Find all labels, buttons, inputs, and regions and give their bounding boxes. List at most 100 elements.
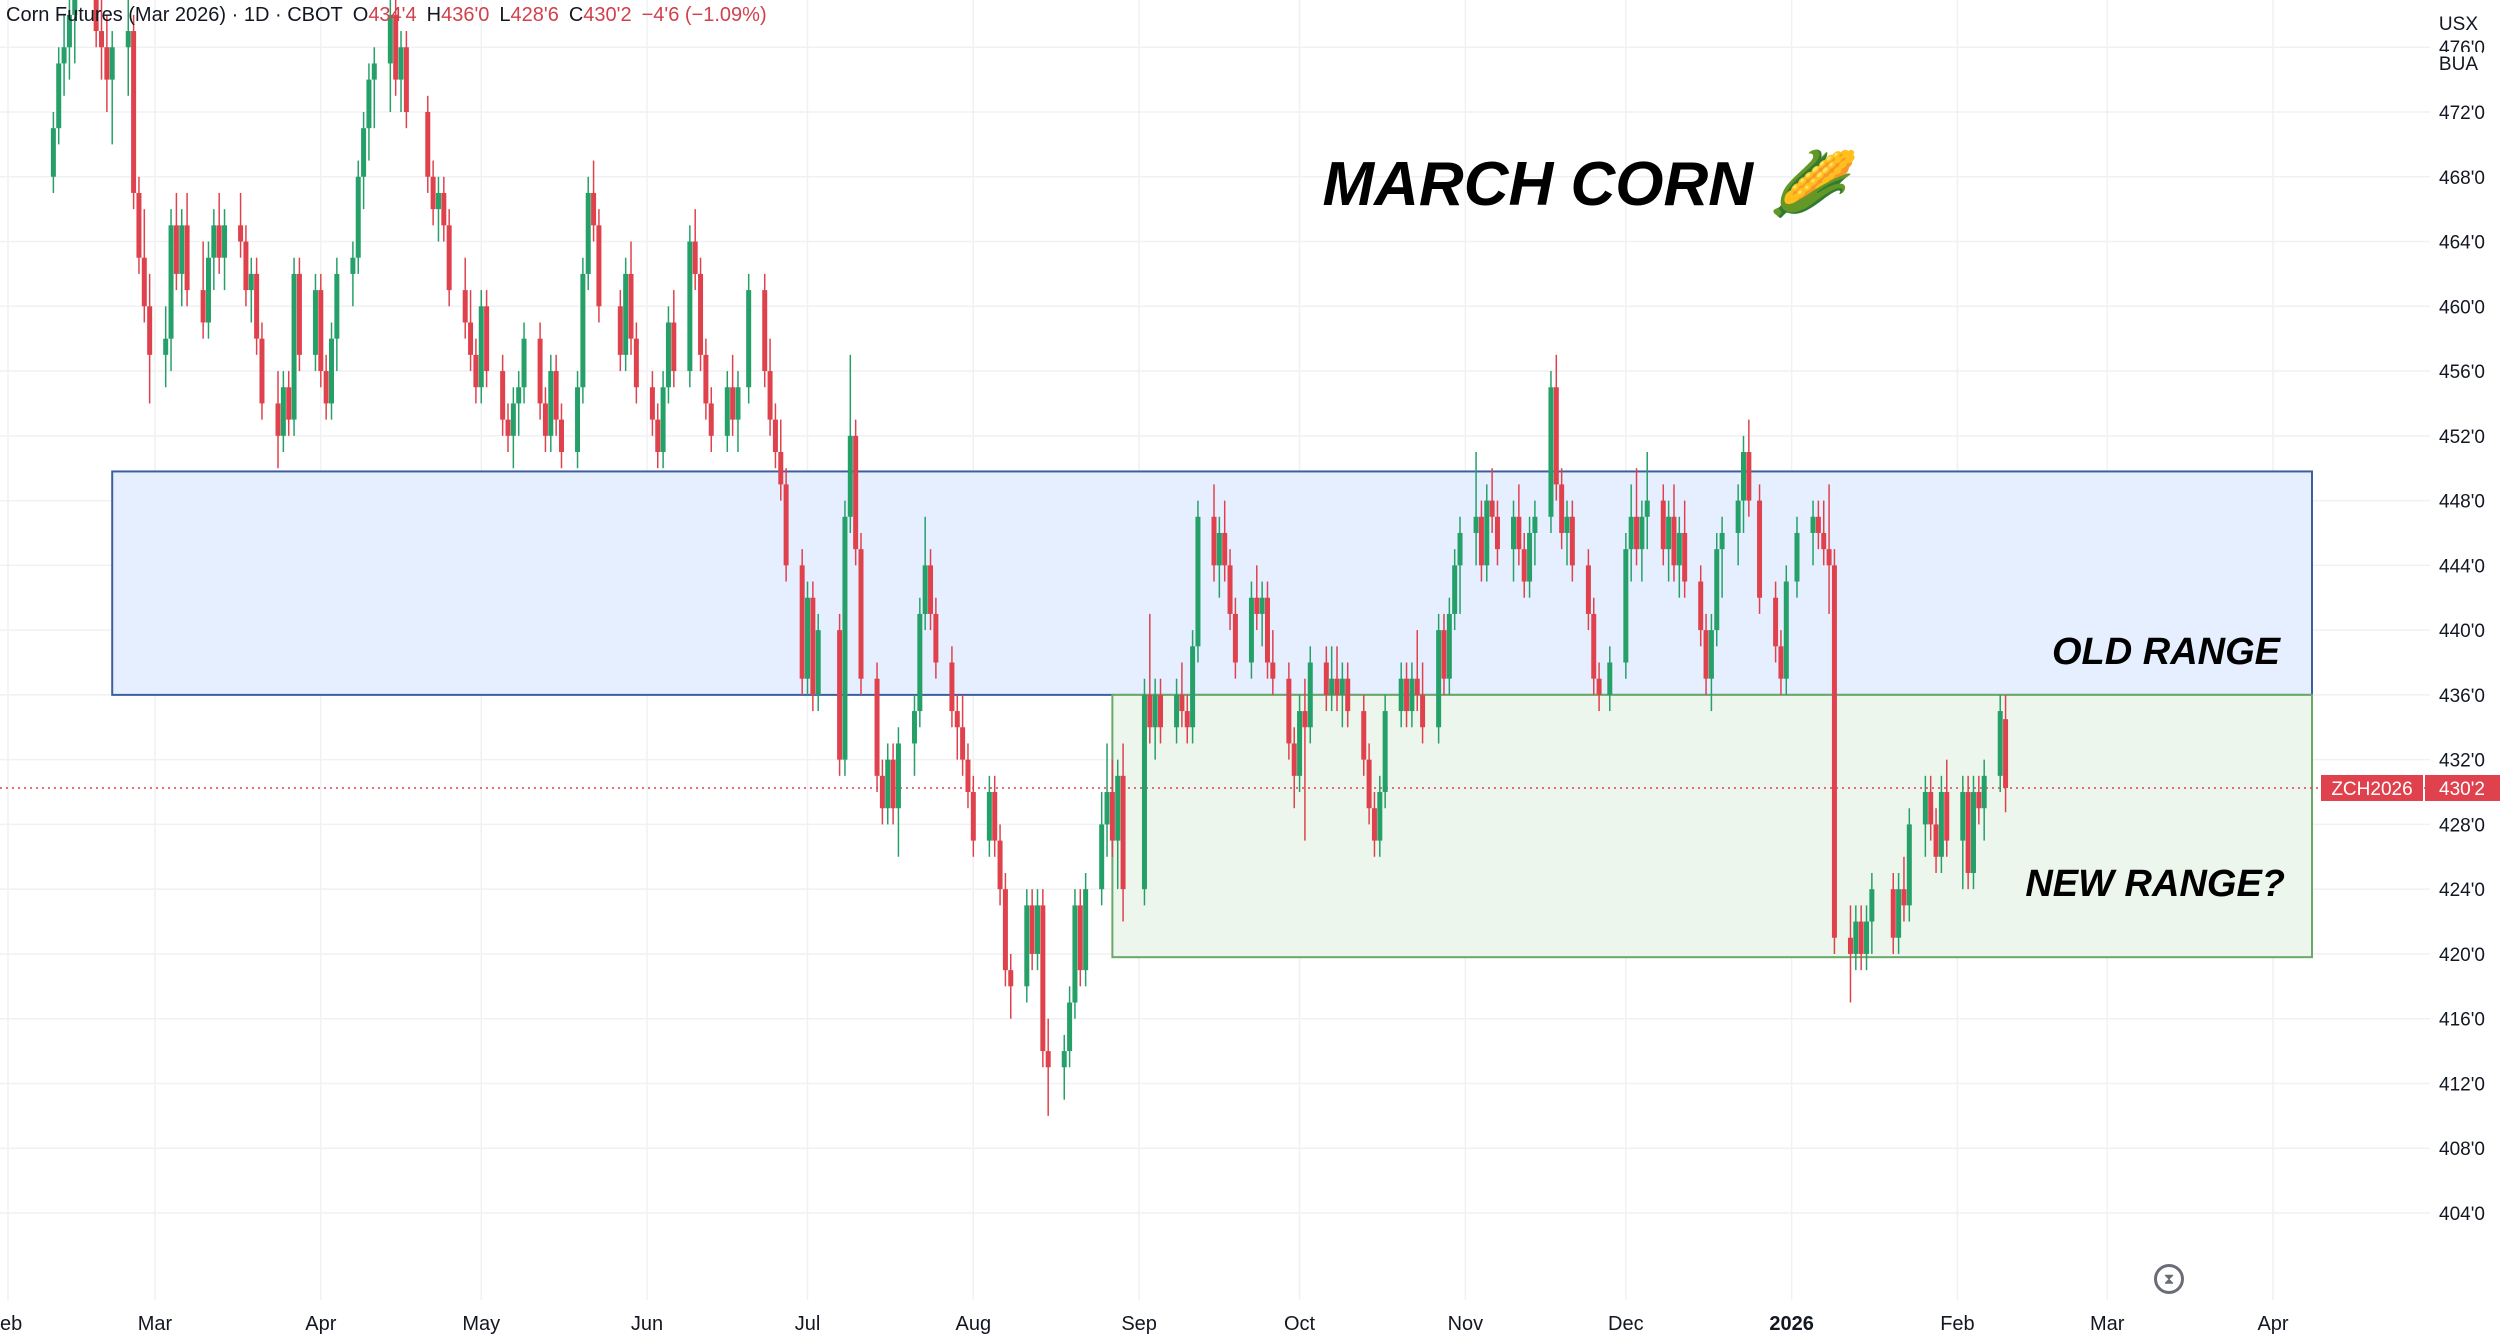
candle xyxy=(660,371,666,469)
candle xyxy=(179,209,185,307)
candle xyxy=(280,371,286,453)
candle-body xyxy=(1821,532,1827,550)
candle xyxy=(542,387,548,453)
candle xyxy=(1607,646,1613,712)
candle-body xyxy=(1944,792,1950,841)
candle xyxy=(1527,516,1533,598)
candle-body xyxy=(1067,1002,1073,1052)
candle-body xyxy=(1339,678,1345,695)
candle xyxy=(1548,371,1554,533)
candle-body xyxy=(1174,694,1180,728)
price-axis: 476'0472'0468'0464'0460'0456'0452'0448'0… xyxy=(2439,38,2485,1225)
candle xyxy=(815,613,821,712)
candle-body xyxy=(1361,711,1367,760)
candles xyxy=(50,0,2009,1116)
candle-body xyxy=(1906,824,1912,906)
y-tick-label: 432'0 xyxy=(2439,751,2485,772)
candle xyxy=(205,241,211,339)
candle xyxy=(1002,872,1008,987)
candle xyxy=(1773,581,1779,663)
symbol-label[interactable]: Corn Futures (Mar 2026) · 1D · CBOT xyxy=(6,4,343,26)
candle-body xyxy=(222,225,228,258)
candle xyxy=(168,209,174,372)
x-tick-label: Sep xyxy=(1121,1313,1157,1334)
candle-body xyxy=(687,241,693,372)
candle xyxy=(772,403,778,469)
candle xyxy=(1864,905,1870,971)
price-tag: ZCH2026 430'2 xyxy=(2321,774,2500,801)
unit-button[interactable]: BUA xyxy=(2434,52,2482,78)
candle-body xyxy=(1179,694,1185,712)
candle-body xyxy=(783,484,789,566)
x-tick-label: Apr xyxy=(305,1313,336,1334)
candle-body xyxy=(1896,889,1902,938)
candle-body xyxy=(1371,808,1377,841)
candle xyxy=(1061,1034,1067,1100)
candle xyxy=(1585,549,1591,631)
candle-body xyxy=(1104,792,1110,825)
candle xyxy=(1024,889,1030,1003)
candle xyxy=(885,743,891,825)
candle xyxy=(1339,662,1345,728)
candle xyxy=(1933,808,1939,873)
hourglass-icon[interactable]: ⧗ xyxy=(2154,1264,2184,1294)
open-label: O xyxy=(352,4,369,26)
candle-body xyxy=(1254,597,1260,614)
candle-body xyxy=(1457,532,1463,566)
x-tick-label: Oct xyxy=(1284,1313,1316,1334)
candle-body xyxy=(885,759,891,809)
candle xyxy=(591,160,597,242)
candle xyxy=(1371,792,1377,857)
candle xyxy=(1227,549,1233,631)
candle-body xyxy=(104,47,110,80)
candle-body xyxy=(1516,516,1522,550)
candle xyxy=(911,694,917,776)
candle xyxy=(1120,743,1126,922)
candle xyxy=(1826,484,1832,614)
candle-body xyxy=(141,257,147,307)
candle xyxy=(1644,452,1650,550)
candle xyxy=(1222,500,1228,582)
candle-body xyxy=(1682,532,1688,582)
candle xyxy=(1596,662,1602,712)
candle-body xyxy=(1607,662,1613,695)
candle xyxy=(960,694,966,776)
candle-body xyxy=(500,371,506,420)
y-tick-label: 460'0 xyxy=(2439,297,2485,318)
candle xyxy=(1890,872,1896,954)
candle-body xyxy=(1494,516,1500,550)
candle-body xyxy=(441,192,447,226)
y-tick-label: 424'0 xyxy=(2439,880,2485,901)
candle-body xyxy=(992,792,998,841)
candle-body xyxy=(1928,792,1934,825)
y-tick-label: 472'0 xyxy=(2439,103,2485,124)
candle-body xyxy=(1676,532,1682,566)
new-range-box[interactable] xyxy=(1111,693,2313,959)
candle xyxy=(895,727,901,857)
high-label: H xyxy=(426,4,442,26)
old-range-box[interactable] xyxy=(111,470,2313,696)
y-tick-label: 440'0 xyxy=(2439,621,2485,642)
candle xyxy=(473,338,479,404)
candle xyxy=(1147,613,1153,744)
candle xyxy=(1896,872,1902,954)
candle xyxy=(997,824,1003,906)
candle xyxy=(1067,986,1073,1068)
candle xyxy=(516,371,522,436)
candle-body xyxy=(2003,719,2009,788)
candle xyxy=(1698,565,1704,647)
candle xyxy=(558,403,564,469)
currency-button[interactable]: USX xyxy=(2434,12,2482,38)
candle xyxy=(1158,678,1164,744)
candle-body xyxy=(1366,759,1372,809)
candle-body xyxy=(1141,694,1147,890)
candle-body xyxy=(1815,516,1821,533)
candle-body xyxy=(911,711,917,744)
candle xyxy=(1960,775,1966,890)
y-tick-label: 420'0 xyxy=(2439,945,2485,966)
candle xyxy=(387,0,393,112)
candle xyxy=(398,31,404,112)
candle xyxy=(173,192,179,291)
candle-body xyxy=(596,225,602,307)
